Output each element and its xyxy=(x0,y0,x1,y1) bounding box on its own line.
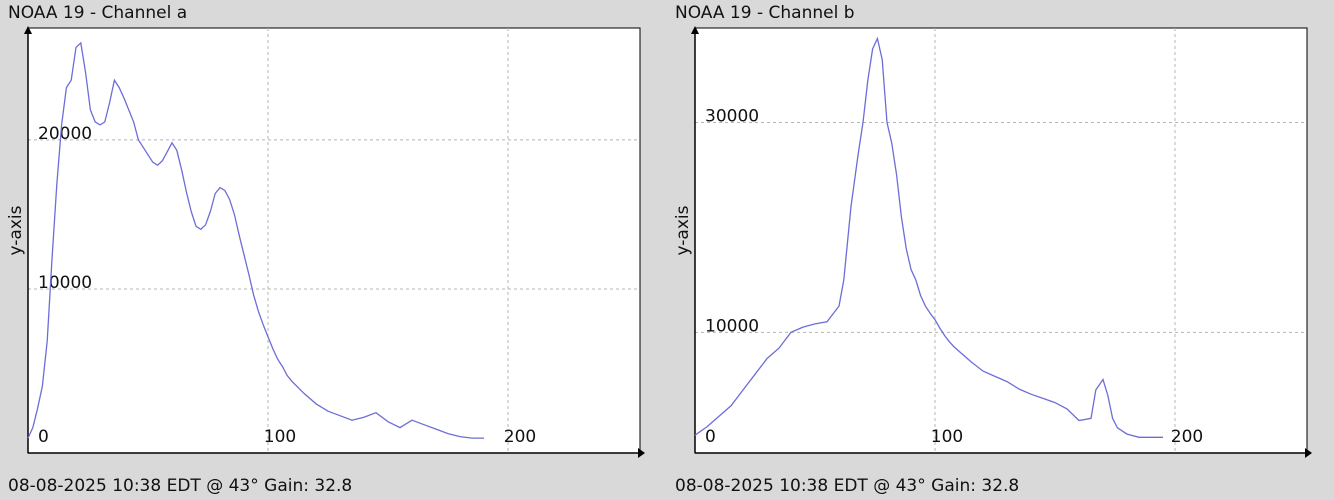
y-axis-arrow-icon xyxy=(24,26,32,34)
chart-title: NOAA 19 - Channel b xyxy=(675,3,855,23)
chart-panel-b: NOAA 19 - Channel b 0 100 200 10000 30000 y-a… xyxy=(667,0,1332,500)
x-tick-label: 0 xyxy=(705,427,716,447)
series-line xyxy=(27,41,484,439)
x-tick-label: 0 xyxy=(38,427,49,447)
chart-footer: 08-08-2025 10:38 EDT @ 43° Gain: 32.8 xyxy=(8,476,353,496)
x-axis-arrow-icon xyxy=(638,448,645,458)
x-tick-label: 200 xyxy=(1171,427,1203,447)
x-tick-label: 200 xyxy=(504,427,536,447)
chart-title: NOAA 19 - Channel a xyxy=(8,3,188,23)
y-tick-label: 10000 xyxy=(705,316,759,336)
chart-plot-b: 0 100 200 10000 30000 y-axis xyxy=(673,26,1312,458)
plot-area xyxy=(694,27,1308,454)
y-axis-label: y-axis xyxy=(6,205,26,255)
chart-plot-a: 0 100 200 10000 20000 y-axis xyxy=(6,26,645,458)
x-tick-label: 100 xyxy=(264,427,296,447)
x-tick-label: 100 xyxy=(931,427,963,447)
chart-panel-a: NOAA 19 - Channel a 0 100 200 10000 20000 y-a… xyxy=(0,0,665,500)
chart-footer: 08-08-2025 10:38 EDT @ 43° Gain: 32.8 xyxy=(675,476,1020,496)
series-line xyxy=(694,36,1163,438)
y-tick-label: 30000 xyxy=(705,106,759,126)
y-tick-label: 10000 xyxy=(38,273,92,293)
x-axis-arrow-icon xyxy=(1305,448,1312,458)
y-axis-arrow-icon xyxy=(691,26,699,34)
y-tick-label: 20000 xyxy=(38,124,92,144)
y-axis-label: y-axis xyxy=(673,205,693,255)
plot-area xyxy=(27,27,641,454)
